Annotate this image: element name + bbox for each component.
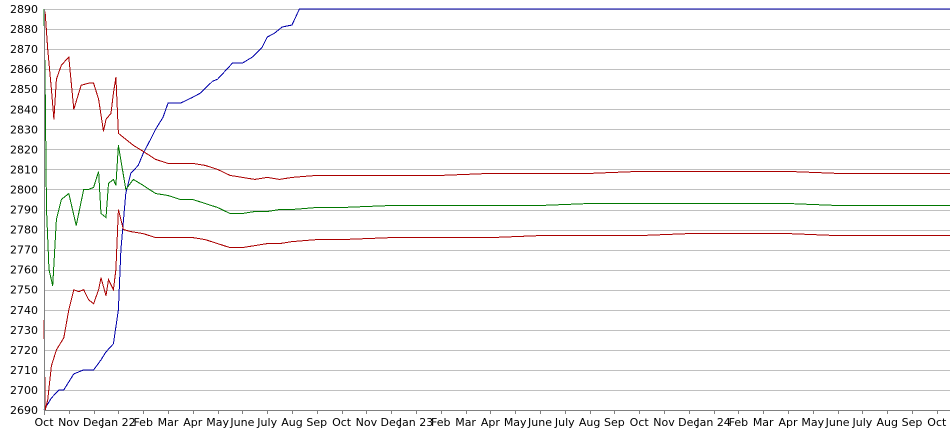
y-tick-label: 2790 xyxy=(10,204,38,217)
x-tick-label: Jan 22 xyxy=(100,416,135,429)
x-tick-label: Mar xyxy=(455,416,476,429)
y-tick-label: 2690 xyxy=(10,404,38,417)
x-tick-label: Feb xyxy=(729,416,748,429)
x-tick-label: June xyxy=(527,416,552,429)
x-tick-label: Nov xyxy=(653,416,675,429)
y-tick-label: 2700 xyxy=(10,384,38,397)
x-tick-label: May xyxy=(801,416,824,429)
series-line-4 xyxy=(43,209,950,411)
x-tick-label: Oct xyxy=(630,416,650,429)
x-tick-label: Feb xyxy=(133,416,152,429)
x-tick-label: Sep xyxy=(902,416,923,429)
x-tick-label: Dec xyxy=(381,416,402,429)
y-tick-label: 2860 xyxy=(10,63,38,76)
series-line-2 xyxy=(43,8,950,180)
series-line-1 xyxy=(43,8,950,411)
y-tick-label: 2890 xyxy=(10,3,38,16)
y-tick-label: 2770 xyxy=(10,244,38,257)
y-tick-label: 2880 xyxy=(10,23,38,36)
y-tick-label: 2760 xyxy=(10,264,38,277)
y-tick-label: 2730 xyxy=(10,324,38,337)
x-tick-label: Apr xyxy=(481,416,501,429)
x-tick-label: Mar xyxy=(753,416,774,429)
x-tick-label: May xyxy=(206,416,229,429)
y-tick-label: 2870 xyxy=(10,43,38,56)
x-tick-label: Feb xyxy=(431,416,450,429)
x-tick-label: Jan 24 xyxy=(695,416,730,429)
axes xyxy=(44,9,950,415)
x-tick-label: July xyxy=(256,416,277,429)
y-tick-label: 2800 xyxy=(10,183,38,196)
x-tick-label: Apr xyxy=(183,416,203,429)
y-tick-label: 2850 xyxy=(10,83,38,96)
y-tick-label: 2820 xyxy=(10,143,38,156)
x-tick-label: Aug xyxy=(579,416,600,429)
x-tick-label: Aug xyxy=(876,416,897,429)
x-tick-label: Mar xyxy=(158,416,179,429)
y-tick-label: 2750 xyxy=(10,284,38,297)
x-tick-label: June xyxy=(825,416,850,429)
x-tick-label: Sep xyxy=(604,416,625,429)
x-tick-label: June xyxy=(229,416,254,429)
y-tick-label: 2810 xyxy=(10,163,38,176)
x-tick-label: Nov xyxy=(58,416,80,429)
x-tick-label: Apr xyxy=(778,416,798,429)
y-tick-label: 2840 xyxy=(10,103,38,116)
x-tick-label: Aug xyxy=(281,416,302,429)
x-tick-label: Dec xyxy=(678,416,699,429)
x-tick-label: July xyxy=(554,416,575,429)
x-tick-label: July xyxy=(852,416,873,429)
y-tick-label: 2710 xyxy=(10,364,38,377)
y-tick-label: 2780 xyxy=(10,224,38,237)
x-tick-label: Jan 23 xyxy=(398,416,433,429)
x-tick-label: Oct xyxy=(332,416,352,429)
x-tick-label: Dec xyxy=(83,416,104,429)
y-tick-label: 2720 xyxy=(10,344,38,357)
x-tick-label: Oct xyxy=(34,416,54,429)
x-tick-label: Sep xyxy=(306,416,327,429)
y-tick-labels: 2690 2700 2710 2720 2730 2740 2750 2760 2770 2780… xyxy=(10,3,38,417)
x-tick-label: Nov xyxy=(356,416,378,429)
x-tick-label: May xyxy=(504,416,527,429)
series-line-3 xyxy=(43,8,950,286)
gridlines xyxy=(44,9,950,411)
x-tick-label: Oct xyxy=(927,416,947,429)
y-tick-label: 2740 xyxy=(10,304,38,317)
series-lines xyxy=(43,8,950,411)
y-tick-label: 2830 xyxy=(10,123,38,136)
